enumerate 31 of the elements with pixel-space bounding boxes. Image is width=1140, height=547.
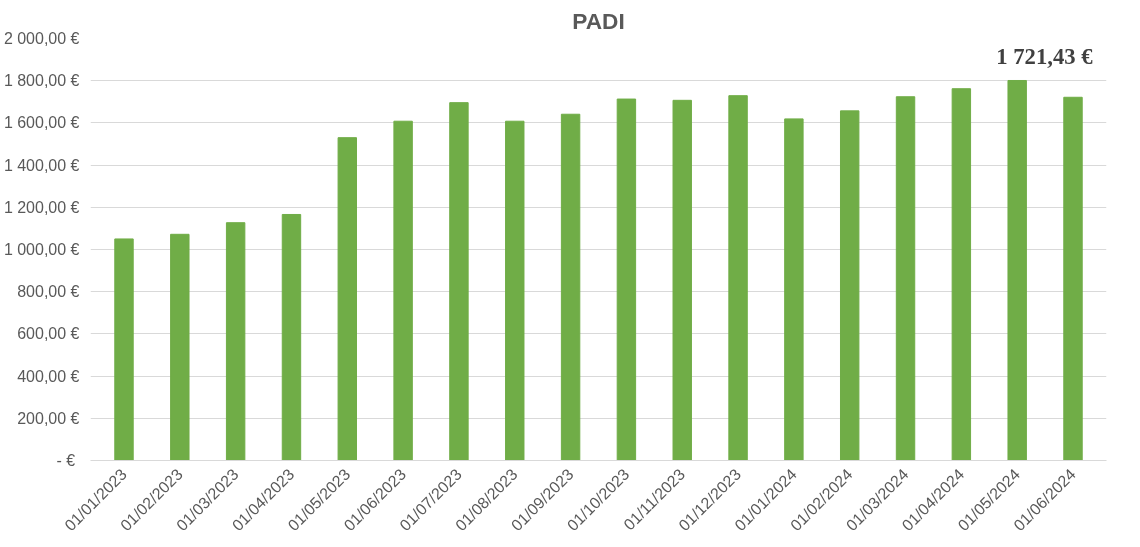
bar — [114, 238, 134, 461]
bar — [337, 137, 357, 461]
bar — [505, 120, 525, 461]
bar — [170, 233, 190, 461]
bar — [449, 102, 469, 461]
bar — [281, 213, 302, 461]
y-tick-label: - € — [56, 452, 76, 469]
bar — [784, 118, 804, 461]
bar — [840, 110, 860, 461]
y-tick-label: 1 000,00 € — [3, 241, 80, 258]
y-tick-label: 200,00 € — [17, 409, 80, 427]
y-tick-label: 800,00 € — [17, 283, 80, 301]
y-tick-label: 1 400,00 € — [3, 156, 80, 174]
data-label: 1 721,43 € — [996, 44, 1094, 70]
bar — [895, 96, 916, 461]
bar — [225, 222, 246, 461]
y-tick-label: 2 000,00 € — [3, 30, 80, 47]
bar — [1007, 79, 1027, 461]
bar — [672, 99, 692, 461]
y-tick-label: 400,00 € — [17, 367, 80, 385]
bar — [1063, 96, 1083, 461]
y-tick-label: 1 200,00 € — [3, 198, 80, 216]
chart-title: PADI — [572, 7, 625, 34]
bar — [728, 95, 748, 461]
bar — [616, 98, 637, 461]
y-tick-label: 1 600,00 € — [3, 114, 80, 132]
y-tick-label: 600,00 € — [17, 325, 80, 343]
y-tick-label: 1 800,00 € — [3, 72, 80, 90]
bar — [393, 120, 413, 461]
bar — [951, 88, 972, 461]
bar — [560, 113, 581, 461]
